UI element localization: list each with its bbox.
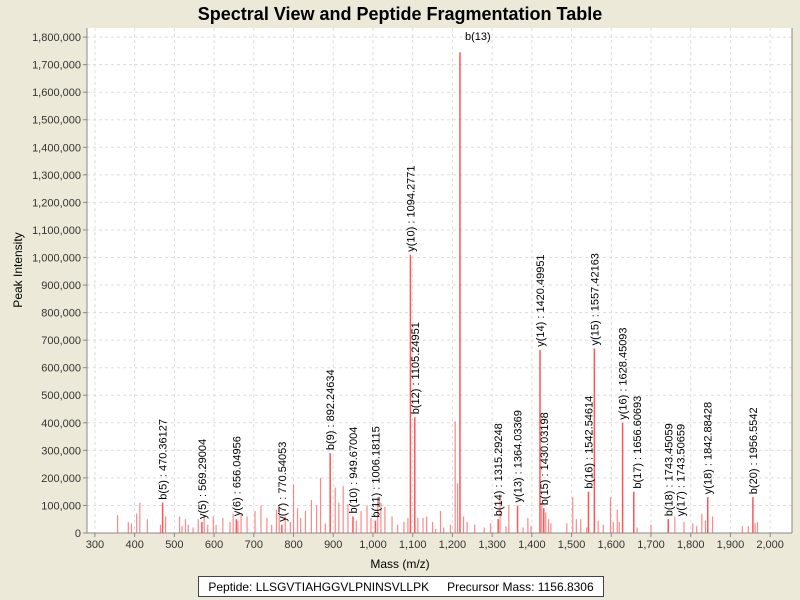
x-tick-label: 1,900	[717, 539, 745, 551]
x-tick-label: 1,600	[598, 539, 626, 551]
y-tick-label: 600,000	[41, 363, 81, 375]
peak-label: b(9) : 892.24634	[325, 369, 337, 450]
legend-peptide: Peptide: LLSGVTIAHGGVLPNINSVLLPK	[208, 579, 430, 594]
peak-label: b(10) : 949.67004	[348, 427, 360, 514]
peak-label: y(7) : 770.54053	[277, 442, 289, 522]
peak-labels: b(5) : 470.36127 y(5) : 569.29004 y(6) : 6…	[158, 31, 760, 522]
y-tick-label: 900,000	[41, 280, 81, 292]
peak-label: b(17) : 1656.60693	[632, 396, 644, 489]
legend: Peptide: LLSGVTIAHGGVLPNINSVLLPK Precurs…	[198, 576, 604, 597]
peak-label: b(14) : 1315.29248	[493, 423, 505, 516]
y-tick-label: 1,400,000	[32, 142, 81, 154]
peak-label: y(17) : 1743.50659	[675, 424, 687, 516]
y-tick-label: 0	[75, 528, 81, 540]
peak-label: b(11) : 1006.18115	[370, 426, 382, 517]
x-tick-label: 400	[125, 539, 143, 551]
y-tick-label: 100,000	[41, 500, 81, 512]
peaks	[116, 52, 759, 533]
y-tick-label: 700,000	[41, 335, 81, 347]
peak-label: b(18) : 1743.45059	[663, 423, 675, 516]
legend-precursor: Precursor Mass: 1156.8306	[447, 579, 594, 594]
x-tick-label: 800	[284, 539, 302, 551]
peak-label: b(5) : 470.36127	[158, 419, 170, 500]
y-tick-label: 1,600,000	[32, 87, 81, 99]
peak-label: b(15) : 1430.03198	[539, 412, 551, 505]
x-tick-label: 1,000	[359, 539, 387, 551]
y-tick-label: 1,500,000	[32, 115, 81, 127]
y-axis-label: Peak Intensity	[11, 232, 25, 307]
x-tick-label: 2,000	[756, 539, 784, 551]
peak-label: b(16) : 1542.54614	[583, 396, 595, 489]
x-tick-label: 1,700	[637, 539, 665, 551]
x-tick-label: 900	[324, 539, 342, 551]
x-tick-label: 1,400	[518, 539, 546, 551]
peak-label: y(16) : 1628.45093	[618, 327, 630, 419]
y-tick-label: 200,000	[41, 473, 81, 485]
y-tick-label: 1,300,000	[32, 170, 81, 182]
x-tick-label: 600	[205, 539, 223, 551]
x-tick-label: 500	[165, 539, 183, 551]
y-tick-label: 400,000	[41, 418, 81, 430]
chart-title: Spectral View and Peptide Fragmentation …	[198, 4, 602, 24]
grid	[87, 28, 792, 534]
peak-label: b(13)	[465, 31, 491, 43]
peak-label: y(13) : 1364.03369	[513, 410, 525, 502]
x-tick-label: 1,500	[558, 539, 586, 551]
y-tick-label: 1,100,000	[32, 225, 81, 237]
peak-label: y(5) : 569.29004	[197, 439, 209, 519]
y-tick-label: 1,200,000	[32, 197, 81, 209]
x-axis-label: Mass (m/z)	[370, 557, 429, 571]
y-tick-label: 1,000,000	[32, 252, 81, 264]
peak-label: b(12) : 1105.24951	[410, 322, 422, 414]
peak-label: y(10) : 1094.2771	[405, 166, 417, 252]
x-tick-label: 300	[86, 539, 104, 551]
peak-label: y(18) : 1842.88428	[703, 402, 715, 494]
y-tick-label: 1,800,000	[32, 32, 81, 44]
peak-label: y(15) : 1557.42163	[589, 253, 601, 345]
peak-label: b(20) : 1956.5542	[748, 407, 760, 494]
y-tick-label: 300,000	[41, 445, 81, 457]
peak-label: y(14) : 1420.49951	[535, 254, 547, 346]
x-tick-label: 1,200	[439, 539, 467, 551]
x-tick-label: 1,300	[478, 539, 506, 551]
y-tick-label: 500,000	[41, 390, 81, 402]
y-tick-label: 800,000	[41, 308, 81, 320]
axes: 300 400 500 600 700 800 900 1,000 1,100 1,200 1,30…	[32, 28, 793, 551]
y-tick-label: 1,700,000	[32, 60, 81, 72]
plot-area	[87, 28, 792, 533]
x-tick-label: 1,100	[399, 539, 427, 551]
x-tick-label: 700	[245, 539, 263, 551]
peak-label: y(6) : 656.04956	[231, 436, 243, 516]
x-tick-label: 1,800	[677, 539, 705, 551]
